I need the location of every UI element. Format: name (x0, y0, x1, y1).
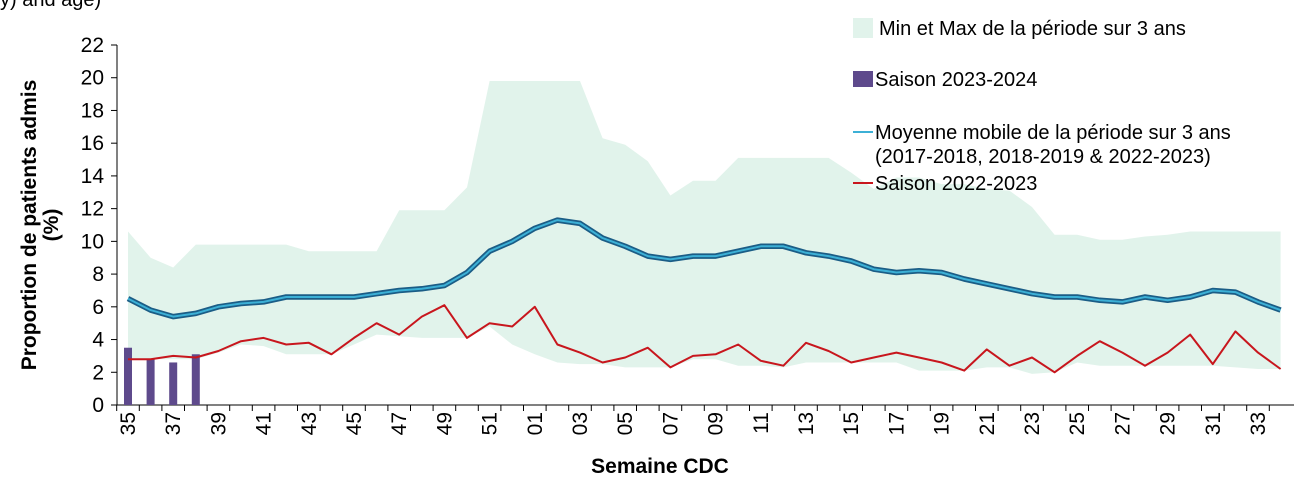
x-tick-label: 13 (795, 412, 818, 435)
bar (124, 347, 132, 405)
x-tick-label: 29 (1157, 412, 1180, 435)
y-tick-label: 6 (92, 296, 104, 319)
y-tick-label: 8 (92, 263, 104, 286)
y-tick-label: 10 (81, 230, 104, 253)
x-tick-label: 27 (1111, 412, 1134, 435)
x-tick-label: 17 (885, 412, 908, 435)
bar (191, 354, 200, 405)
x-tick-label: 35 (117, 412, 140, 435)
x-tick-label: 33 (1247, 412, 1270, 435)
y-tick-label: 12 (81, 198, 104, 221)
x-tick-label: 37 (162, 412, 185, 435)
chart-title: y) and age) (0, 0, 101, 11)
x-tick-label: 41 (253, 412, 276, 435)
x-tick-label: 47 (388, 412, 411, 435)
x-tick-label: 25 (1066, 412, 1089, 435)
x-tick-label: 07 (659, 412, 682, 435)
x-tick-label: 01 (524, 412, 547, 435)
y-tick-label: 18 (81, 99, 104, 122)
y-tick-label: 2 (92, 361, 104, 384)
legend-label: Moyenne mobile de la période sur 3 ans (2… (875, 122, 1231, 168)
x-tick-label: 19 (931, 412, 954, 435)
y-tick-label: 0 (92, 394, 104, 417)
x-tick-label: 21 (976, 412, 999, 435)
line (127, 219, 1281, 318)
min-max-area (128, 81, 1281, 374)
x-tick-label: 43 (298, 412, 321, 435)
x-tick-label: 23 (1021, 412, 1044, 435)
x-axis-label: Semaine CDC (591, 455, 729, 478)
y-tick-label: 4 (92, 329, 104, 352)
x-tick-label: 39 (207, 412, 230, 435)
line (128, 304, 1282, 374)
x-tick-label: 05 (614, 412, 637, 435)
x-tick-label: 09 (705, 412, 728, 435)
x-tick-label: 51 (479, 412, 502, 435)
bar (169, 362, 178, 405)
y-tick-label: 22 (81, 34, 104, 57)
legend-label: Saison 2023-2024 (875, 69, 1037, 91)
x-tick-label: 45 (343, 412, 366, 435)
legend-swatch (853, 18, 873, 38)
y-tick-label: 14 (81, 165, 105, 188)
legend-label: Min et Max de la période sur 3 ans (879, 18, 1186, 40)
x-tick-label: 49 (433, 412, 456, 435)
y-axis-label: Proportion de patients admis(%) (18, 80, 63, 371)
x-tick-label: 03 (569, 412, 592, 435)
x-tick-label: 15 (840, 412, 863, 435)
y-tick-label: 16 (81, 132, 104, 155)
bar (146, 359, 155, 405)
y-tick-label: 20 (81, 67, 104, 90)
x-tick-label: 31 (1202, 412, 1225, 435)
x-tick-label: 11 (750, 412, 773, 434)
legend-swatch (853, 71, 873, 87)
legend-label: Saison 2022-2023 (875, 173, 1037, 195)
